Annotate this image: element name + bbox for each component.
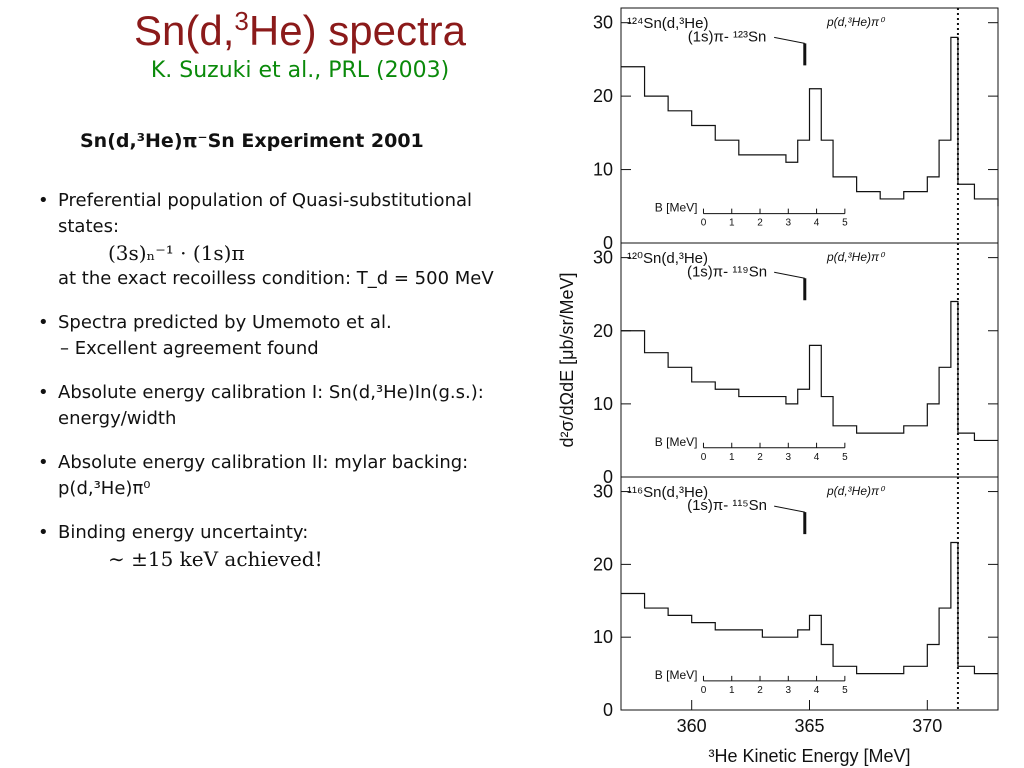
panel-label: ¹²⁴Sn(d,³He): [627, 15, 708, 32]
peak-label: (1s)π- ¹¹⁵Sn: [687, 497, 767, 514]
bullet-item: Preferential population of Quasi-substit…: [38, 188, 538, 292]
y-tick-label: 0: [603, 467, 613, 487]
x-tick-label: 360: [677, 716, 707, 736]
inset-tick-label: 1: [729, 685, 735, 696]
bullet-text: Absolute energy calibration II: mylar ba…: [58, 452, 469, 499]
inset-tick-label: 4: [814, 452, 820, 463]
calib-label: p(d,³He)π⁰: [826, 15, 886, 29]
inset-tick-label: 0: [701, 218, 707, 229]
slide-title: Sn(d,3He) spectra: [0, 6, 600, 55]
spectrum-line: [621, 300, 998, 442]
y-tick-label: 20: [593, 86, 613, 106]
calib-label: p(d,³He)π⁰: [826, 484, 886, 498]
spectrum-line: [621, 541, 998, 675]
inset-tick-label: 3: [786, 218, 792, 229]
experiment-title: Sn(d,³He)π⁻Sn Experiment 2001: [80, 130, 424, 152]
bullet-list: Preferential population of Quasi-substit…: [38, 188, 538, 590]
y-axis-title: d²σ/dΩdE [μb/sr/MeV]: [557, 273, 577, 448]
panel-label: ¹²⁰Sn(d,³He): [627, 250, 708, 267]
x-tick-label: 365: [794, 716, 824, 736]
bullet-math: (3s)ₙ⁻¹ · (1s)π: [108, 241, 245, 265]
calib-label: p(d,³He)π⁰: [826, 250, 886, 264]
inset-tick-label: 5: [842, 218, 848, 229]
title-suffix: He) spectra: [248, 7, 466, 54]
bullet-text: Binding energy uncertainty:: [58, 522, 309, 543]
bullet-math: ∼ ±15 keV achieved!: [108, 547, 323, 571]
spectra-figure: 0 10 20 30 ¹²⁴Sn(d,³He) p(d,³He)π⁰ (1s)π- ¹²³S…: [545, 0, 1024, 768]
inset-tick-label: 0: [701, 685, 707, 696]
bullet-text: at the exact recoilless condition: T_d =…: [58, 268, 494, 289]
inset-tick-label: 2: [757, 218, 763, 229]
x-axis-title: ³He Kinetic Energy [MeV]: [708, 746, 910, 766]
y-tick-label: 30: [593, 248, 613, 268]
inset-tick-label: 4: [814, 218, 820, 229]
y-tick-label: 0: [603, 700, 613, 720]
spectrum-line: [621, 36, 999, 207]
bullet-text: Preferential population of Quasi-substit…: [58, 190, 473, 237]
bullet-item: Absolute energy calibration II: mylar ba…: [38, 450, 538, 502]
y-tick-label: 20: [593, 321, 613, 341]
y-tick-label: 10: [593, 160, 613, 180]
inset-tick-label: 5: [842, 685, 848, 696]
y-tick-label: 10: [593, 394, 613, 414]
bullet-subitem: Excellent agreement found: [58, 336, 538, 362]
inset-tick-label: 4: [814, 685, 820, 696]
inset-label: B [MeV]: [655, 201, 698, 215]
y-tick-label: 30: [593, 482, 613, 502]
bullet-text: Spectra predicted by Umemoto et al.: [58, 312, 392, 333]
citation: K. Suzuki et al., PRL (2003): [150, 58, 450, 83]
peak-leader: [774, 36, 805, 44]
peak-label: (1s)π- ¹²³Sn: [688, 28, 767, 45]
inset-tick-label: 2: [757, 685, 763, 696]
peak-leader: [774, 271, 805, 279]
inset-label: B [MeV]: [655, 435, 698, 449]
bullet-item: Absolute energy calibration I: Sn(d,³He)…: [38, 380, 538, 432]
panel-label: ¹¹⁶Sn(d,³He): [627, 484, 708, 501]
y-tick-label: 20: [593, 554, 613, 574]
inset-tick-label: 5: [842, 452, 848, 463]
peak-label: (1s)π- ¹¹⁹Sn: [687, 263, 767, 280]
inset-tick-label: 1: [729, 452, 735, 463]
inset-tick-label: 3: [786, 685, 792, 696]
y-tick-label: 0: [603, 233, 613, 253]
x-tick-label: 370: [912, 716, 942, 736]
bullet-text: Absolute energy calibration I: Sn(d,³He)…: [58, 382, 484, 429]
inset-tick-label: 3: [786, 452, 792, 463]
y-tick-label: 30: [593, 13, 613, 33]
bullet-item: Binding energy uncertainty: ∼ ±15 keV ac…: [38, 520, 538, 572]
inset-tick-label: 2: [757, 452, 763, 463]
inset-label: B [MeV]: [655, 668, 698, 682]
inset-tick-label: 1: [729, 218, 735, 229]
slide-text-column: Sn(d,3He) spectra K. Suzuki et al., PRL …: [0, 0, 545, 768]
title-sup: 3: [234, 6, 249, 36]
title-prefix: Sn(d,: [134, 7, 235, 54]
bullet-item: Spectra predicted by Umemoto et al. Exce…: [38, 310, 538, 362]
peak-leader: [774, 505, 805, 513]
inset-tick-label: 0: [701, 452, 707, 463]
y-tick-label: 10: [593, 627, 613, 647]
